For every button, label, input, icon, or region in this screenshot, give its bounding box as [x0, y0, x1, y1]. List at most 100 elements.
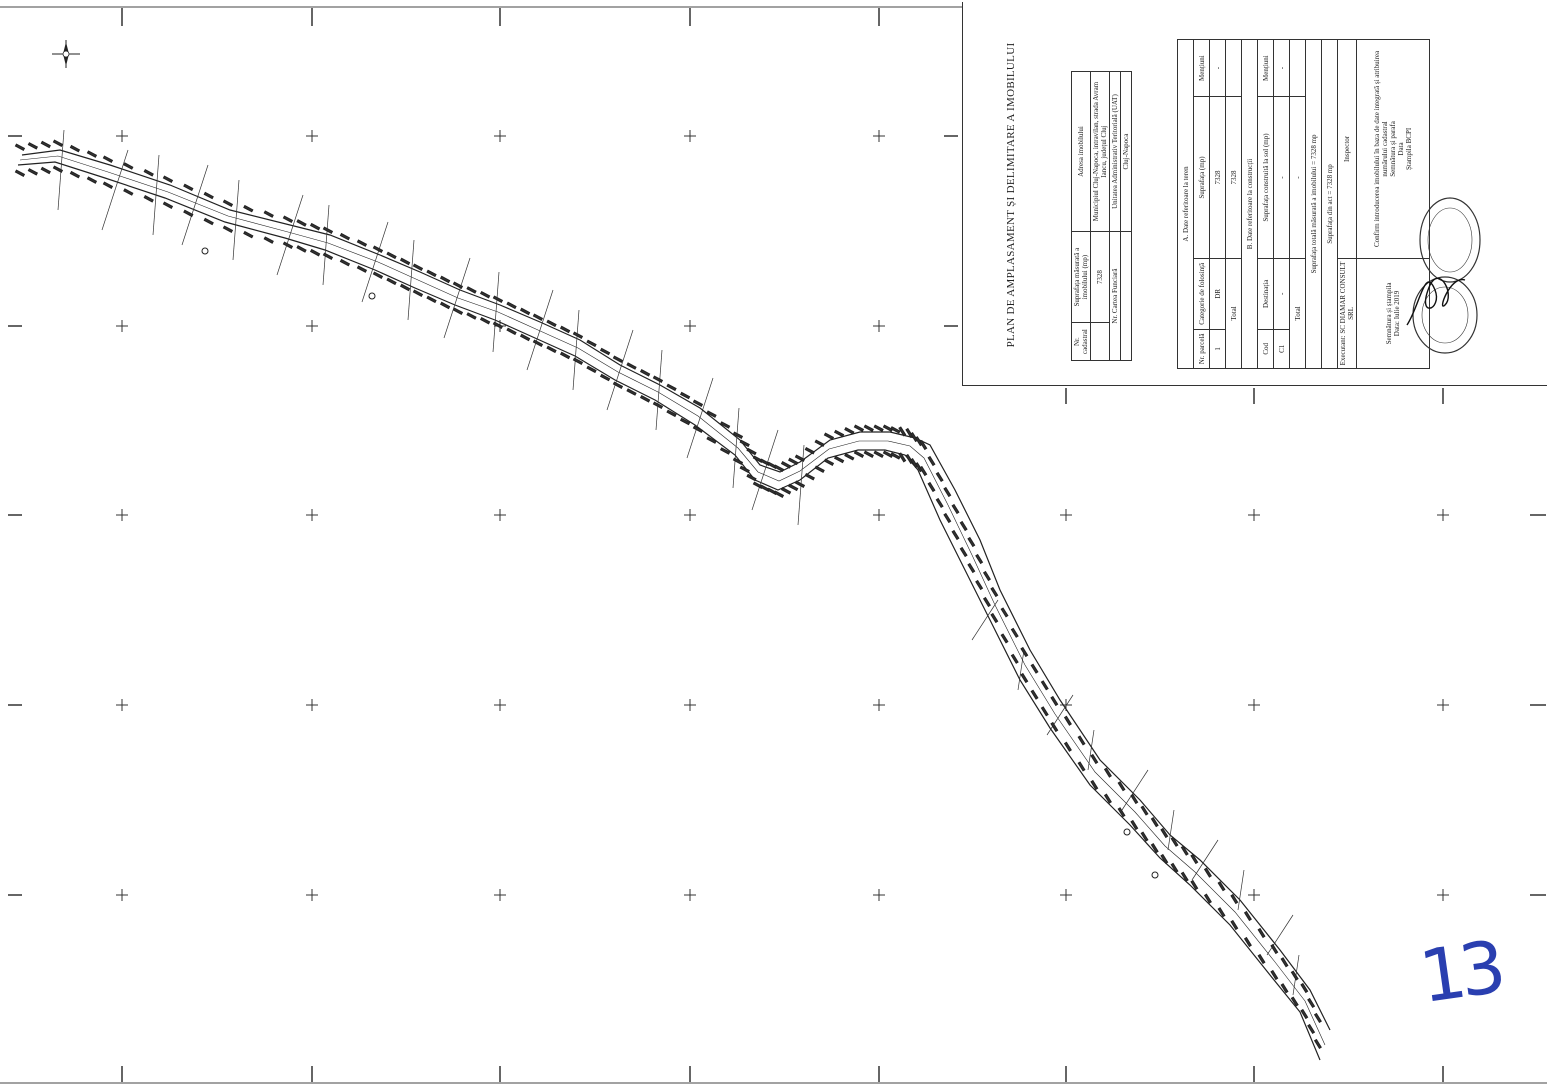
- id-address-value: Municipiul Cluj-Napoca, intravilan, stra…: [1090, 71, 1110, 232]
- vertex-label-mark: [788, 457, 799, 466]
- a-header-mentions: Mențiuni: [1193, 39, 1210, 97]
- vertex-label-mark: [905, 427, 914, 439]
- road-parcel: [14, 129, 1331, 1061]
- signature: [1406, 277, 1466, 326]
- vertex-label-mark: [586, 339, 597, 348]
- a-surface-value: 7328: [1209, 96, 1226, 259]
- vertex-label-mark: [426, 295, 437, 304]
- vertex-label-mark: [982, 596, 991, 608]
- plan-title: PLAN DE AMPLASAMENT ȘI DELIMITARE A IMOB…: [1005, 42, 1017, 348]
- crossline: [526, 289, 554, 371]
- vertex-label-mark: [905, 453, 914, 465]
- title-block: PLAN DE AMPLASAMENT ȘI DELIMITARE A IMOB…: [962, 2, 1547, 386]
- vertex-label-mark: [882, 450, 894, 458]
- crossline: [732, 407, 740, 489]
- vertex-label-mark: [773, 464, 785, 472]
- b-surface-value: -: [1273, 96, 1290, 259]
- grid-cross: [684, 320, 696, 332]
- a-total-label: Total: [1225, 258, 1242, 369]
- grid-cross: [494, 889, 506, 901]
- crossline: [232, 179, 240, 261]
- grid-cross: [306, 509, 318, 521]
- vertex-label-mark: [243, 204, 254, 213]
- vertex-label-mark: [1020, 672, 1029, 684]
- vertex-label-mark: [572, 331, 584, 339]
- vertex-label-mark: [1257, 927, 1266, 939]
- crossline: [276, 194, 304, 276]
- vertex-label-mark: [967, 536, 976, 548]
- vertex-label-mark: [1150, 817, 1159, 828]
- official-stamp: [1406, 197, 1481, 354]
- vertex-label-mark: [439, 301, 451, 310]
- stamp-caption: Semnătura și ștampila: [1385, 282, 1393, 345]
- crossline: [1167, 809, 1175, 851]
- grid-cross: [306, 320, 318, 332]
- vertex-label-mark: [1000, 607, 1009, 618]
- vertex-label-mark: [1243, 910, 1252, 922]
- vertex-label-mark: [739, 465, 750, 474]
- grid-cross: [306, 889, 318, 901]
- vertex-label-mark: [873, 424, 884, 432]
- vertex-label-mark: [263, 210, 274, 218]
- crossline: [1191, 839, 1219, 881]
- id-header-cadastral: Nr. cadastral: [1071, 322, 1091, 361]
- vertex-label-mark: [1040, 680, 1049, 691]
- vertex-label-mark: [40, 166, 51, 175]
- grid-cross: [116, 320, 128, 332]
- vertex-label-mark: [959, 546, 968, 558]
- vertex-label-mark: [52, 139, 64, 147]
- vertex-label-mark: [386, 277, 397, 286]
- crossline: [181, 164, 209, 246]
- vertex-label-mark: [982, 570, 991, 582]
- vertex-label-mark: [1307, 1023, 1316, 1035]
- vertex-label-mark: [1030, 663, 1039, 674]
- vertex-label-mark: [666, 383, 677, 392]
- vertex-label-mark: [1280, 957, 1289, 968]
- identification-table: Nr. cadastral Suprafața măsurată a imobi…: [1071, 71, 1132, 361]
- grid-cross: [306, 130, 318, 142]
- grid-cross: [306, 699, 318, 711]
- vertex-label-mark: [1180, 845, 1189, 856]
- vertex-label-mark: [532, 313, 544, 321]
- vertex-label-mark: [1190, 879, 1199, 891]
- vertex-label-mark: [706, 436, 717, 444]
- vertex-label-mark: [309, 222, 321, 231]
- vertex-label-mark: [935, 471, 944, 483]
- vertex-label-mark: [1030, 689, 1039, 700]
- vertex-label-mark: [399, 283, 411, 292]
- grid-cross: [684, 130, 696, 142]
- road-centerline: [19, 155, 1326, 1046]
- vertex-label-mark: [975, 579, 984, 591]
- section-b-title: B. Date referitoare la construcții: [1241, 39, 1258, 369]
- vertex-label-mark: [40, 140, 51, 149]
- vertex-label-mark: [143, 195, 154, 203]
- vertex-label-mark: [1130, 793, 1139, 805]
- crossline: [492, 271, 500, 353]
- parcel-crosslines: [57, 129, 1300, 996]
- vertex-label-mark: [1170, 862, 1179, 873]
- vertex-label-mark: [719, 447, 731, 455]
- vertex-label-mark: [823, 458, 835, 466]
- crossline: [322, 204, 330, 286]
- vertex-label-mark: [339, 258, 351, 267]
- vertex-label-mark: [1217, 907, 1226, 918]
- vertex-label-mark: [1103, 767, 1112, 778]
- vertex-label-mark: [439, 275, 451, 284]
- vertex-label-mark: [679, 391, 691, 400]
- id-header-surface: Suprafața măsurată a imobilului (mp): [1071, 231, 1091, 323]
- crossline: [1017, 649, 1025, 691]
- point-marker: [1123, 828, 1131, 836]
- vertex-label-mark: [1020, 646, 1029, 658]
- executant: Executant: SC DIAMAR CONSULT SRL: [1337, 258, 1357, 369]
- vertex-label-mark: [69, 170, 81, 179]
- id-uat-label: Unitatea Administrativ Teritorială (UAT): [1109, 71, 1121, 232]
- vertex-label-mark: [519, 333, 531, 342]
- vertex-label-mark: [203, 191, 214, 200]
- vertex-label-mark: [599, 347, 611, 356]
- vertex-label-mark: [479, 316, 491, 325]
- vertex-label-mark: [296, 219, 307, 227]
- vertex-label-mark: [679, 417, 691, 426]
- vertex-label-mark: [773, 490, 785, 498]
- grid-cross: [116, 699, 128, 711]
- b-header-mentions: Mențiuni: [1257, 39, 1274, 97]
